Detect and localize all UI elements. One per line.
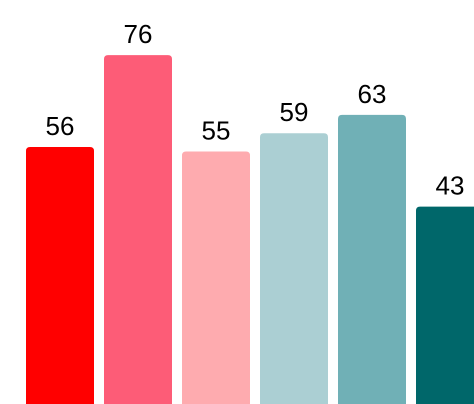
data-label-6: 43 bbox=[436, 171, 465, 201]
data-label-1: 56 bbox=[46, 111, 75, 141]
data-label-3: 55 bbox=[202, 116, 231, 146]
data-labels-group: 56 76 55 59 63 43 bbox=[46, 19, 465, 200]
bar-2 bbox=[104, 55, 172, 404]
bar-5 bbox=[338, 114, 406, 404]
bar-6 bbox=[416, 206, 474, 404]
bars-group bbox=[26, 55, 474, 404]
data-label-2: 76 bbox=[124, 19, 153, 49]
data-label-4: 59 bbox=[280, 97, 309, 127]
data-label-5: 63 bbox=[358, 79, 387, 109]
bar-3 bbox=[182, 151, 250, 404]
bar-4 bbox=[260, 133, 328, 404]
bar-1 bbox=[26, 146, 94, 404]
